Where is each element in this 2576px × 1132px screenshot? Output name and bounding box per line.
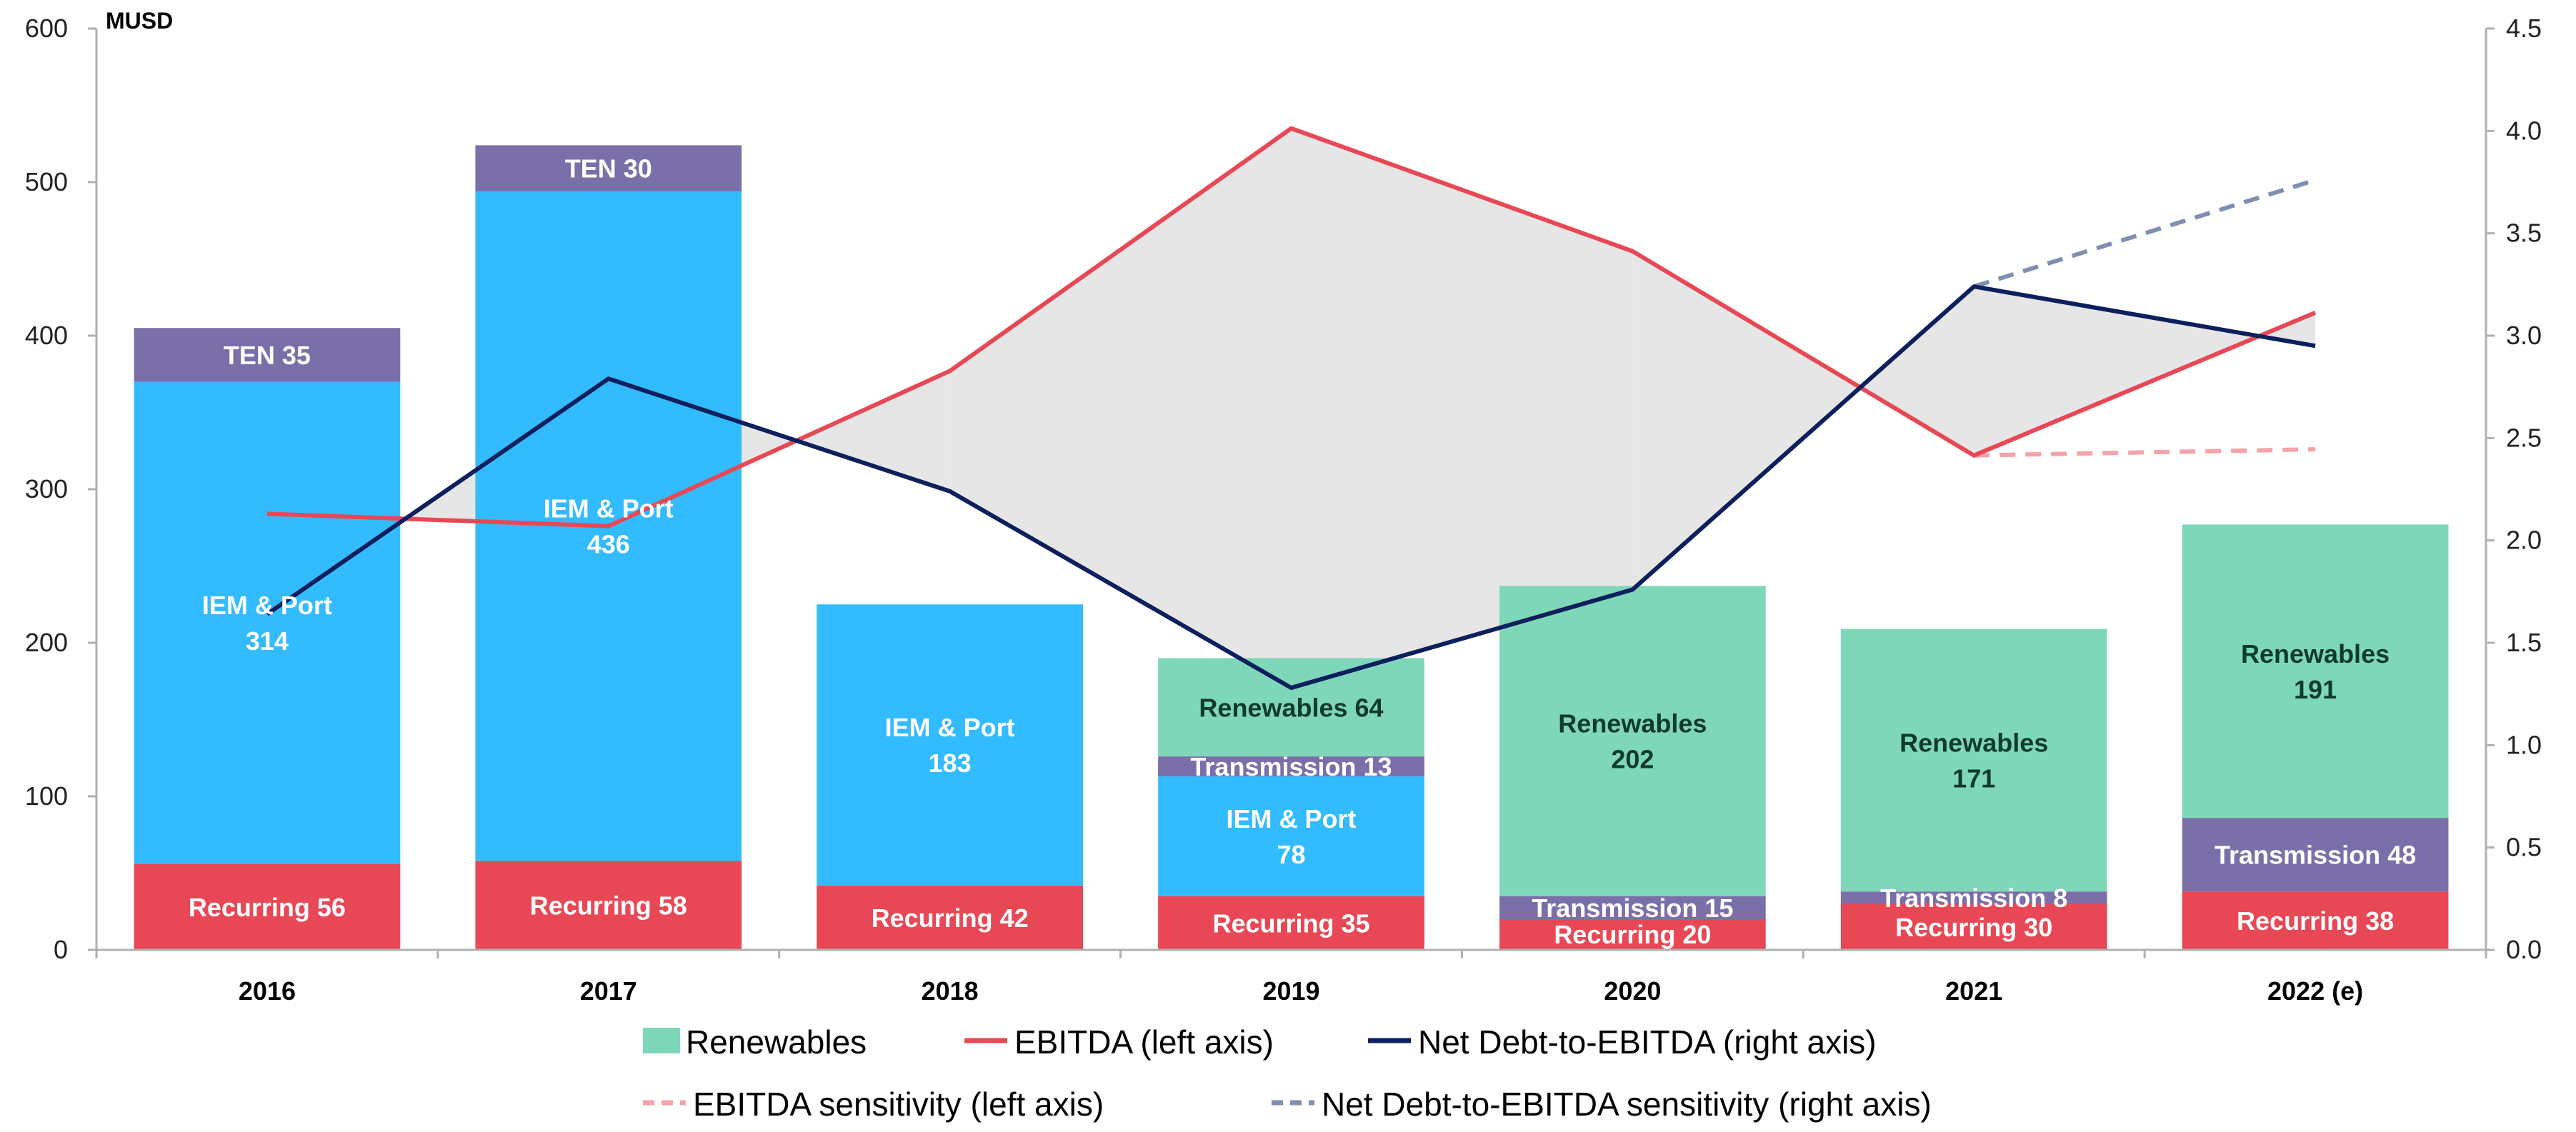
- bar-2019-iem-port: [1158, 776, 1424, 896]
- segment-label-2016-ten: TEN 35: [224, 341, 311, 370]
- category-label-2021: 2021: [1945, 976, 2002, 1006]
- left-tick-label: 600: [25, 14, 68, 43]
- bar-layer: [134, 145, 2449, 950]
- legend-label: Net Debt-to-EBITDA (right axis): [1418, 1023, 1877, 1061]
- bar-2022-e-renewables: [2182, 524, 2449, 818]
- left-tick-label: 500: [25, 167, 68, 196]
- segment-label-2021-renewables: Renewables 171: [1899, 728, 2048, 793]
- right-tick-label: 1.0: [2506, 730, 2542, 759]
- segment-label-2020-recurring: Recurring 20: [1554, 920, 1711, 949]
- legend-item-ebitda: EBITDA (left axis): [964, 1023, 1274, 1061]
- ebitda-sensitivity-line: [1974, 447, 2316, 458]
- segment-label-layer: Recurring 56 IEM & Port 314 TEN 35 Recurring…: [189, 154, 2416, 949]
- bar-2021-transmission: [1840, 891, 2107, 904]
- legend-label: EBITDA (left axis): [1014, 1023, 1274, 1061]
- bar-2020-renewables: [1499, 586, 1766, 896]
- right-tick-label: 0.5: [2506, 833, 2542, 862]
- legend-item-ebitda-sens: EBITDA sensitivity (left axis): [643, 1086, 1104, 1123]
- segment-label-2021-recurring: Recurring 30: [1895, 913, 2052, 942]
- bar-2016-iem-port: [134, 381, 401, 864]
- segment-label-2021-transmission: Transmission 8: [1880, 883, 2067, 913]
- bar-2019-recurring: [1158, 896, 1424, 950]
- shaded-area: [796, 371, 950, 491]
- ebitda-line: [266, 126, 2317, 529]
- segment-label-2017-iem-port: IEM & Port 436: [544, 494, 674, 559]
- segment-label-2016-recurring: Recurring 56: [189, 893, 346, 922]
- bar-2021-recurring: [1840, 903, 2107, 950]
- bar-2016-recurring: [134, 863, 401, 950]
- left-tick-label: 0: [54, 935, 68, 964]
- right-tick-label: 2.5: [2506, 423, 2542, 452]
- left-tick-label: 100: [25, 781, 68, 811]
- right-tick-label: 3.5: [2506, 219, 2542, 248]
- segment-label-2022-e-transmission: Transmission 48: [2215, 841, 2416, 870]
- bar-2016-ten: [134, 328, 401, 382]
- legend-item-renewables: Renewables: [643, 1023, 867, 1061]
- category-label-2016: 2016: [239, 976, 296, 1006]
- segment-label-2017-recurring: Recurring 58: [530, 891, 687, 921]
- line-layer: [266, 126, 2317, 691]
- bar-2017-ten: [475, 145, 742, 191]
- bar-2022-e-recurring: [2182, 891, 2449, 950]
- segment-label-2019-transmission: Transmission 13: [1190, 752, 1392, 781]
- right-tick-label: 4.0: [2506, 116, 2542, 145]
- bar-2020-recurring: [1499, 919, 1766, 950]
- segment-label-2019-iem-port: IEM & Port 78: [1226, 804, 1356, 869]
- category-label-2019: 2019: [1262, 976, 1319, 1006]
- category-label-2018: 2018: [922, 976, 979, 1006]
- segment-label-2019-recurring: Recurring 35: [1212, 908, 1369, 938]
- legend-swatch: [643, 1028, 680, 1053]
- right-tick-label: 2.0: [2506, 526, 2542, 555]
- net-debt-to-ebitda-sensitivity-line: [1973, 178, 2316, 289]
- segment-label-2018-recurring: Recurring 42: [872, 903, 1029, 933]
- left-tick-label: 400: [25, 321, 68, 350]
- legend-label: Net Debt-to-EBITDA sensitivity (right ax…: [1322, 1086, 1932, 1123]
- shaded-area: [1860, 286, 1975, 456]
- bar-2019-transmission: [1158, 756, 1424, 777]
- right-tick-label: 4.5: [2506, 14, 2542, 43]
- shaded-area-layer: [266, 128, 2316, 688]
- category-label-2017: 2017: [580, 976, 637, 1006]
- right-tick-label: 3.0: [2506, 321, 2542, 350]
- shaded-area: [1974, 286, 2260, 456]
- segment-label-2017-ten: TEN 30: [565, 154, 652, 184]
- segment-label-2019-renewables: Renewables 64: [1199, 693, 1383, 722]
- segment-label-2018-iem-port: IEM & Port 183: [885, 713, 1015, 778]
- bar-2022-e-transmission: [2182, 818, 2449, 892]
- legend-item-net-debt: Net Debt-to-EBITDA (right axis): [1368, 1023, 1877, 1061]
- shaded-area: [949, 128, 1292, 688]
- shaded-area: [1632, 251, 1861, 590]
- right-tick-label: 0.0: [2506, 935, 2542, 964]
- shaded-area: [1291, 128, 1633, 688]
- left-tick-label: 200: [25, 628, 68, 657]
- unit-label: MUSD: [106, 8, 173, 34]
- legend-label: Renewables: [686, 1023, 867, 1061]
- bar-2017-recurring: [475, 861, 742, 950]
- bar-2021-renewables: [1840, 628, 2107, 892]
- legend: Renewables EBITDA (left axis) Net Debt-to-…: [643, 1023, 1932, 1123]
- segment-label-2022-e-recurring: Recurring 38: [2237, 906, 2394, 936]
- axis-layer: 2016 2017 2018 2019 2020 2021 2022 (e) 0 100 200 3…: [25, 14, 2542, 1006]
- legend-label: EBITDA sensitivity (left axis): [693, 1086, 1104, 1123]
- bar-2019-renewables: [1158, 658, 1424, 757]
- legend-item-net-debt-sens: Net Debt-to-EBITDA sensitivity (right ax…: [1272, 1086, 1932, 1123]
- category-label-2020: 2020: [1604, 976, 1661, 1006]
- net-debt-to-ebitda-line: [266, 284, 2316, 691]
- right-tick-label: 1.5: [2506, 628, 2542, 657]
- category-label-2022-e: 2022 (e): [2267, 976, 2363, 1006]
- segment-label-2016-iem-port: IEM & Port 314: [202, 591, 332, 656]
- left-tick-label: 300: [25, 474, 68, 504]
- segment-label-2020-transmission: Transmission 15: [1532, 893, 1733, 923]
- bar-2018-recurring: [817, 885, 1084, 950]
- segment-label-2022-e-renewables: Renewables 191: [2241, 639, 2390, 704]
- segment-label-2020-renewables: Renewables 202: [1558, 709, 1707, 774]
- bar-2018-iem-port: [817, 604, 1084, 886]
- bar-2020-transmission: [1499, 896, 1766, 919]
